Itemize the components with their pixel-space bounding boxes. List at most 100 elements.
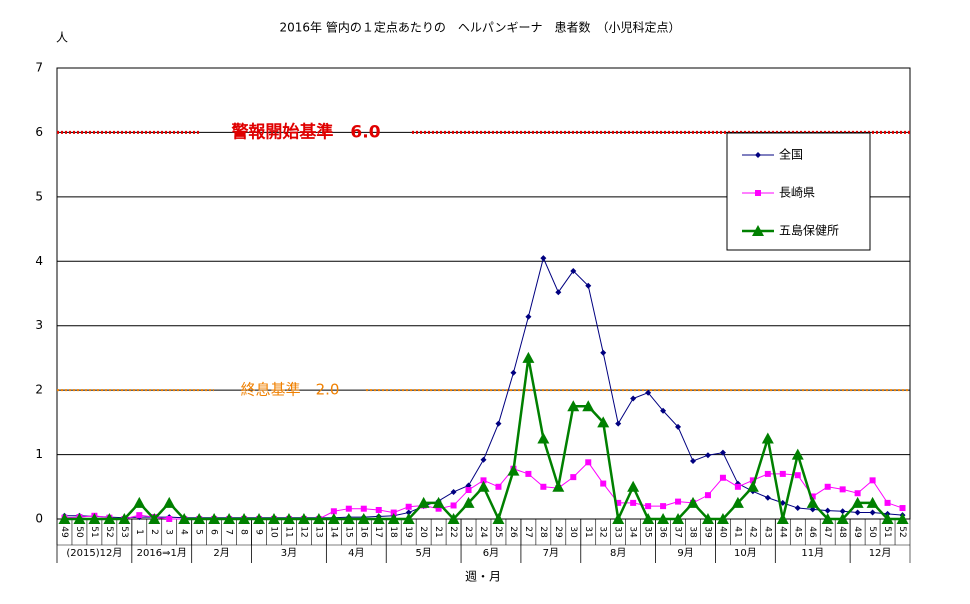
data-point [839, 486, 846, 493]
x-tick-label: 43 [762, 526, 772, 537]
data-point [477, 480, 490, 492]
x-tick-label: 45 [792, 526, 802, 537]
data-point [866, 496, 879, 508]
data-point [282, 513, 295, 524]
data-point [360, 505, 367, 512]
data-point [525, 313, 532, 320]
x-tick-label: 16 [358, 526, 368, 538]
x-tick-label: 6 [209, 529, 219, 535]
data-point [327, 513, 340, 524]
data-point [465, 487, 472, 494]
data-point [267, 513, 280, 524]
data-point [432, 496, 445, 508]
data-point [372, 513, 385, 524]
x-tick-label: 24 [478, 526, 488, 538]
y-tick-label: 2 [35, 383, 43, 397]
data-point [597, 416, 610, 428]
data-point [899, 505, 906, 512]
data-point [764, 494, 771, 501]
y-axis-label: 人 [56, 31, 68, 45]
x-tick-label: 3 [164, 529, 174, 535]
data-point [88, 513, 101, 524]
data-point [522, 351, 535, 363]
data-point [660, 503, 667, 510]
month-label: 6月 [483, 547, 499, 559]
y-tick-label: 6 [35, 125, 43, 139]
data-point [734, 483, 741, 490]
month-label: 10月 [734, 547, 757, 559]
data-point [824, 483, 831, 490]
x-tick-label: 53 [119, 526, 129, 537]
data-point [253, 513, 266, 524]
legend-marker [752, 225, 764, 236]
month-label: 8月 [610, 547, 626, 559]
x-tick-label: 44 [777, 526, 787, 538]
data-point [779, 470, 786, 477]
month-label: (2015)12月 [66, 547, 122, 559]
legend-marker [755, 190, 761, 196]
x-tick-label: 15 [343, 526, 353, 537]
x-tick-label: 9 [254, 529, 264, 535]
data-point [357, 513, 370, 524]
x-tick-label: 38 [688, 526, 698, 538]
x-tick-label: 52 [897, 526, 907, 537]
data-point [492, 513, 505, 524]
x-tick-label: 10 [268, 526, 278, 538]
data-point [540, 255, 547, 262]
y-tick-label: 0 [35, 512, 43, 526]
x-tick-label: 35 [643, 526, 653, 537]
month-label: 11月 [801, 547, 824, 559]
x-tick-label: 42 [747, 526, 757, 537]
x-tick-label: 52 [104, 526, 114, 537]
x-tick-label: 47 [822, 526, 832, 537]
data-point [480, 456, 487, 463]
data-point [537, 432, 550, 444]
data-point [809, 493, 816, 500]
data-point [555, 289, 562, 296]
data-point [480, 477, 487, 484]
x-tick-label: 34 [628, 526, 638, 538]
x-tick-label: 21 [433, 526, 443, 537]
data-point [645, 503, 652, 510]
data-point [791, 448, 804, 460]
data-point [869, 477, 876, 484]
x-tick-label: 14 [328, 526, 338, 538]
data-point [208, 513, 221, 524]
data-point [73, 513, 86, 524]
data-point [405, 503, 412, 510]
data-point [402, 513, 415, 524]
data-point [178, 513, 191, 524]
x-tick-label: 32 [598, 526, 608, 537]
data-point [794, 505, 801, 512]
x-tick-label: 26 [508, 526, 518, 538]
data-point [612, 513, 625, 524]
data-point [582, 400, 595, 412]
month-label: 2016⇒1月 [137, 547, 187, 559]
x-tick-label: 1 [134, 529, 144, 535]
month-label: 7月 [543, 547, 559, 559]
x-tick-label: 36 [658, 526, 668, 538]
data-point [567, 400, 580, 412]
data-point [136, 512, 143, 519]
x-tick-label: 8 [239, 529, 249, 535]
data-point [672, 513, 685, 524]
data-point [462, 496, 475, 508]
data-point [585, 282, 592, 289]
x-tick-label: 22 [448, 526, 458, 537]
y-tick-label: 4 [35, 254, 43, 268]
legend-marker [755, 152, 761, 158]
data-point [58, 513, 71, 524]
x-tick-label: 46 [807, 526, 817, 538]
x-tick-label: 49 [59, 526, 69, 538]
legend-label: 五島保健所 [779, 223, 839, 238]
data-point [627, 480, 640, 492]
data-point [570, 474, 577, 481]
x-tick-label: 31 [583, 526, 593, 537]
reference-label: 終息基準 2.0 [241, 381, 340, 399]
x-tick-label: 4 [179, 529, 189, 535]
x-tick-label: 49 [852, 526, 862, 538]
data-point [387, 513, 400, 524]
data-point [163, 496, 176, 508]
data-point [118, 513, 131, 524]
